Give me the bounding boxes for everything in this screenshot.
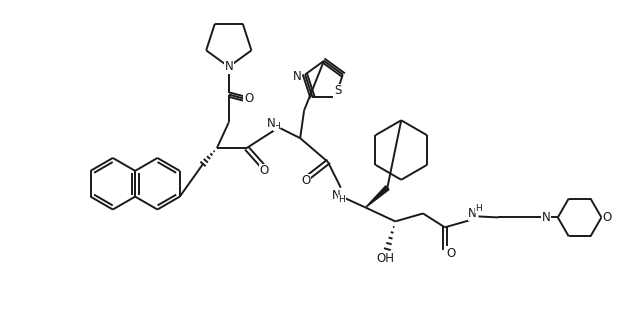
Text: N: N bbox=[293, 70, 302, 83]
Text: H: H bbox=[475, 204, 482, 213]
Text: O: O bbox=[603, 211, 612, 224]
Text: N: N bbox=[224, 60, 233, 73]
Text: OH: OH bbox=[377, 252, 394, 265]
Text: S: S bbox=[334, 84, 341, 97]
Text: H: H bbox=[339, 195, 345, 204]
Text: O: O bbox=[260, 164, 269, 177]
Text: O: O bbox=[244, 92, 253, 105]
Text: N: N bbox=[541, 211, 550, 224]
Text: O: O bbox=[302, 174, 311, 187]
Text: N: N bbox=[332, 189, 340, 202]
Text: H: H bbox=[273, 122, 280, 131]
Text: N: N bbox=[469, 207, 477, 220]
Polygon shape bbox=[366, 186, 389, 208]
Text: N: N bbox=[267, 117, 276, 130]
Text: O: O bbox=[446, 247, 455, 260]
